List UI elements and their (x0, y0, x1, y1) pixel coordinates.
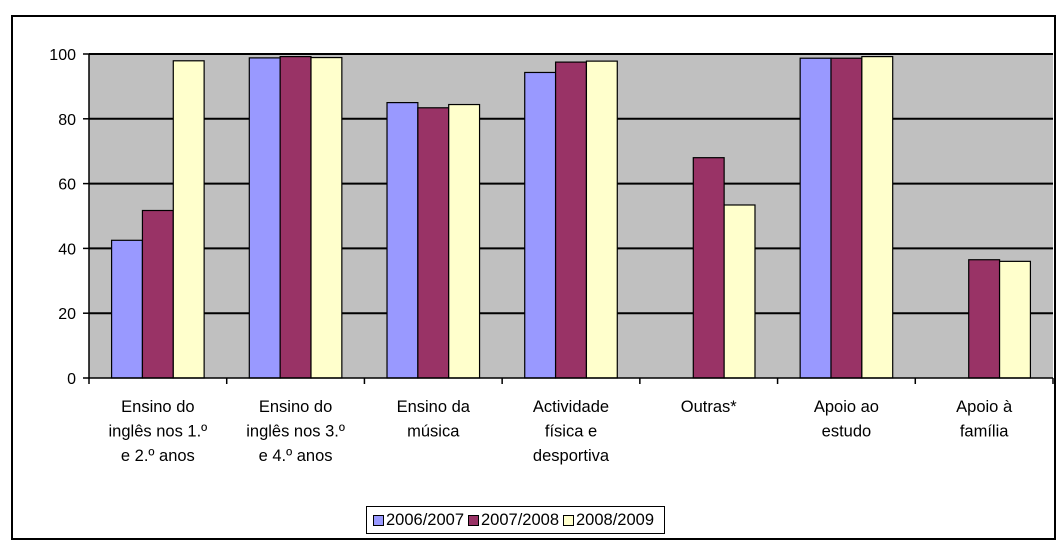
bar (172, 60, 205, 379)
legend-label: 2006/2007 (386, 510, 464, 529)
bar (554, 61, 588, 379)
y-tick-label: 100 (49, 47, 76, 64)
x-tick-label: Apoio à família (956, 398, 1013, 441)
y-tick-label: 40 (58, 241, 76, 258)
bar (692, 157, 725, 379)
x-tick-label: Ensino do inglês nos 1.º e 2.º anos (109, 398, 208, 465)
bar (141, 209, 174, 379)
legend-label: 2007/2008 (481, 510, 559, 529)
bar (110, 239, 144, 379)
bar (799, 57, 832, 379)
bar (310, 56, 343, 379)
x-tick-label: Apoio ao estudo (814, 398, 879, 441)
bar (279, 55, 312, 379)
y-tick-label: 80 (58, 112, 76, 129)
x-tick-label: Outras* (681, 398, 738, 416)
bar (417, 107, 450, 379)
bar (968, 259, 1001, 379)
bar (830, 57, 863, 379)
bar (524, 71, 557, 379)
bar (998, 260, 1032, 379)
bar (386, 101, 419, 379)
bar (448, 103, 481, 379)
x-tick-label: Ensino da música (397, 398, 471, 441)
y-tick-label: 60 (58, 177, 76, 194)
bar (585, 60, 618, 379)
legend-item: 2008/2009 (563, 511, 654, 530)
legend: 2006/2007 2007/2008 2008/2009 (366, 506, 665, 534)
y-tick-label: 20 (58, 306, 76, 323)
legend-swatch (373, 514, 384, 526)
bar (861, 55, 894, 379)
legend-swatch (563, 514, 574, 526)
legend-item: 2006/2007 (373, 511, 464, 530)
x-tick-label: Actividade física e desportiva (533, 398, 610, 465)
legend-label: 2008/2009 (576, 510, 654, 529)
bar (723, 204, 756, 379)
legend-item: 2007/2008 (468, 511, 559, 530)
x-tick-label: Ensino do inglês nos 3.º e 4.º anos (246, 398, 345, 465)
bar (248, 57, 281, 379)
legend-swatch (468, 514, 479, 526)
y-tick-label: 0 (67, 371, 76, 388)
